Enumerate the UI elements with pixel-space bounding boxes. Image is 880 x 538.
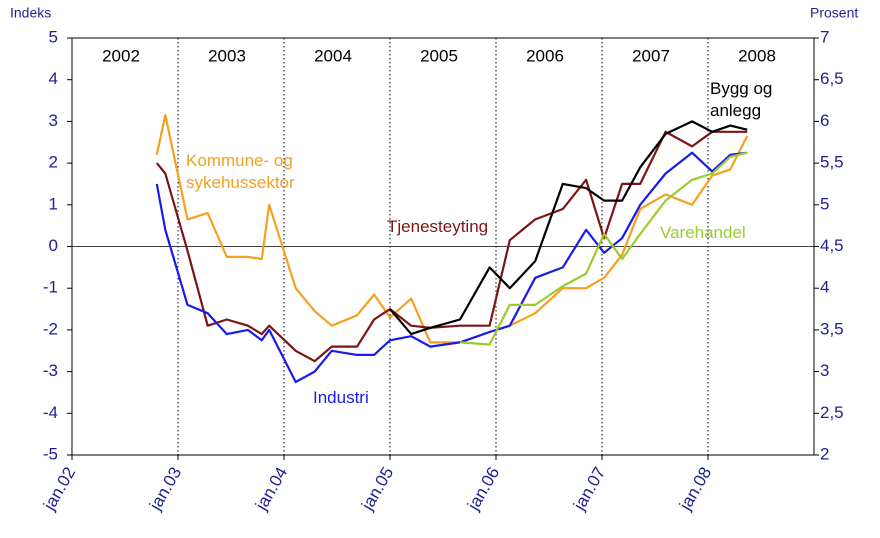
y-tick-label: 4 bbox=[49, 69, 58, 88]
series-line bbox=[155, 114, 749, 344]
series-label: Kommune- og sykehussektor bbox=[186, 151, 295, 192]
period-label: 2007 bbox=[632, 46, 670, 65]
series-line bbox=[155, 130, 748, 363]
x-tick-label: jan.03 bbox=[145, 464, 185, 514]
y-tick-label: -4 bbox=[43, 403, 58, 422]
x-tick-label: jan.05 bbox=[357, 464, 397, 514]
x-tick-label: jan.08 bbox=[675, 464, 715, 514]
y-tick-label: -1 bbox=[43, 278, 58, 297]
y-tick-label: 0 bbox=[49, 236, 58, 255]
y-tick-label: -3 bbox=[43, 361, 58, 380]
x-tick-label: jan.02 bbox=[39, 464, 79, 514]
y2-tick-label: 2,5 bbox=[820, 403, 844, 422]
series-line bbox=[459, 151, 748, 346]
x-tick-label: jan.04 bbox=[251, 464, 291, 514]
y2-tick-label: 4,5 bbox=[820, 236, 844, 255]
y-tick-label: 3 bbox=[49, 111, 58, 130]
series-line bbox=[389, 120, 748, 336]
x-tick-label: jan.07 bbox=[569, 464, 609, 514]
y2-tick-label: 6,5 bbox=[820, 69, 844, 88]
y2-tick-label: 2 bbox=[820, 444, 829, 463]
y-axis-label: Indeks bbox=[10, 5, 51, 21]
y2-tick-label: 4 bbox=[820, 278, 829, 297]
series-label: Bygg og anlegg bbox=[710, 79, 773, 120]
period-label: 2004 bbox=[314, 46, 352, 65]
period-label: 2008 bbox=[738, 46, 776, 65]
y2-axis-label: Prosent bbox=[810, 5, 858, 21]
period-label: 2003 bbox=[208, 46, 246, 65]
series-label: Tjenesteyting bbox=[387, 217, 489, 236]
y-tick-label: -2 bbox=[43, 319, 58, 338]
y2-tick-label: 5 bbox=[820, 194, 829, 213]
y2-tick-label: 3 bbox=[820, 361, 829, 380]
y2-tick-label: 6 bbox=[820, 111, 829, 130]
period-label: 2005 bbox=[420, 46, 458, 65]
y2-tick-label: 5,5 bbox=[820, 153, 844, 172]
series-line bbox=[155, 151, 748, 384]
period-label: 2002 bbox=[102, 46, 140, 65]
series-label: Industri bbox=[313, 388, 369, 407]
y2-tick-label: 7 bbox=[820, 27, 829, 46]
y-tick-label: 1 bbox=[49, 194, 58, 213]
y-tick-label: -5 bbox=[43, 444, 58, 463]
y-tick-label: 2 bbox=[49, 153, 58, 172]
x-tick-label: jan.06 bbox=[463, 464, 503, 514]
y2-tick-label: 3,5 bbox=[820, 319, 844, 338]
period-label: 2006 bbox=[526, 46, 564, 65]
y-tick-label: 5 bbox=[49, 27, 58, 46]
series-label: Varehandel bbox=[660, 223, 746, 242]
